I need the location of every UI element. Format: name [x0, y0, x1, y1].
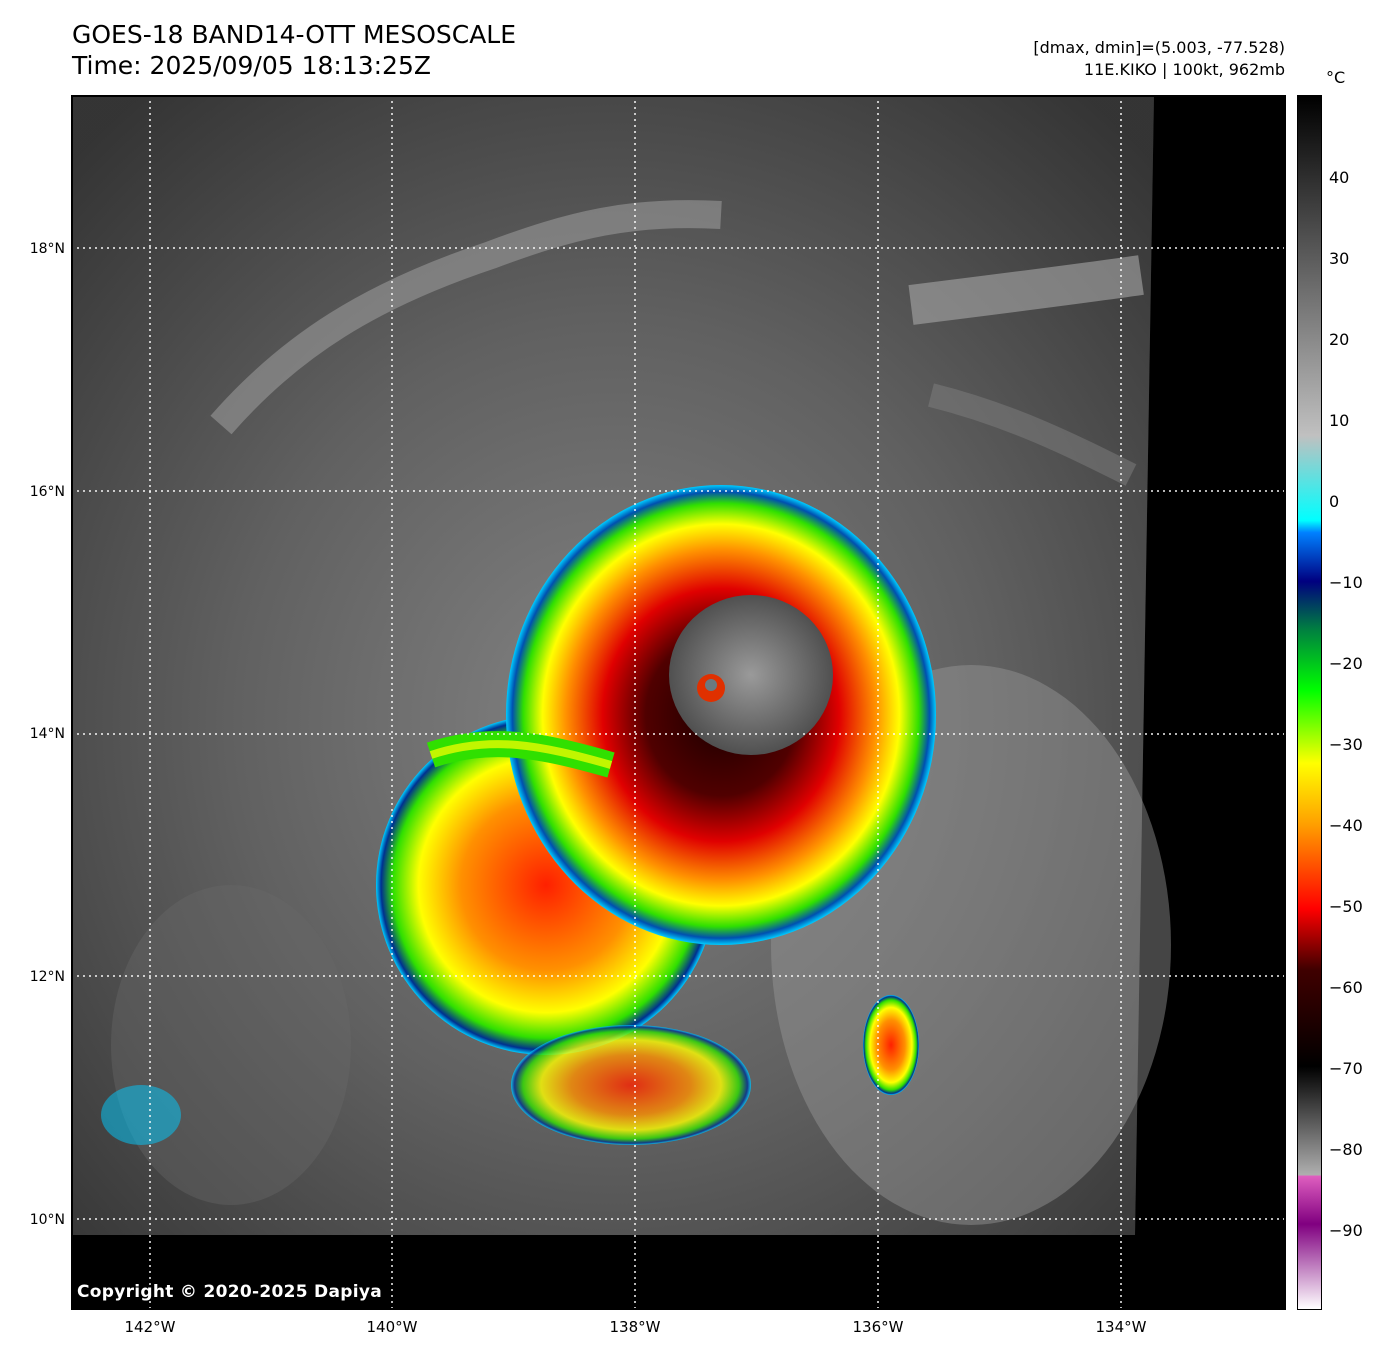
copyright-text: Copyright © 2020-2025 Dapiya [77, 1282, 382, 1302]
colorbar-tick-label: −60 [1329, 978, 1363, 997]
lon-label: 136°W [852, 1318, 904, 1336]
lat-label: 12°N [29, 969, 65, 985]
satellite-map [71, 95, 1286, 1310]
lon-label: 138°W [609, 1318, 661, 1336]
storm-info: 11E.KIKO | 100kt, 962mb [1083, 60, 1285, 79]
colorbar-tick-label: −50 [1329, 897, 1363, 916]
satellite-image [71, 95, 1286, 1310]
colorbar-tick-label: −70 [1329, 1059, 1363, 1078]
colorbar-tick-label: −10 [1329, 573, 1363, 592]
lon-label: 140°W [366, 1318, 418, 1336]
lat-label: 14°N [29, 726, 65, 742]
colorbar-unit: °C [1326, 68, 1346, 87]
colorbar-tick-label: −80 [1329, 1140, 1363, 1159]
colorbar [1297, 95, 1322, 1310]
lat-label: 10°N [29, 1212, 65, 1228]
lat-label: 16°N [29, 484, 65, 500]
colorbar-tick-label: −40 [1329, 816, 1363, 835]
figure-title: GOES-18 BAND14-OTT MESOSCALE [72, 20, 517, 49]
colorbar-tick-label: 0 [1329, 492, 1340, 511]
info-block: [dmax, dmin]=(5.003, -77.528) 11E.KIKO |… [1033, 37, 1285, 81]
colorbar-tick-label: −30 [1329, 735, 1363, 754]
colorbar-tick-label: 30 [1329, 249, 1350, 268]
colorbar-tick-label: 40 [1329, 168, 1350, 187]
dmax-dmin-readout: [dmax, dmin]=(5.003, -77.528) [1033, 38, 1285, 57]
figure-time: Time: 2025/09/05 18:13:25Z [72, 51, 431, 80]
colorbar-tick-label: 20 [1329, 330, 1350, 349]
lon-label: 142°W [124, 1318, 176, 1336]
lat-label: 18°N [29, 241, 65, 257]
colorbar-tick-label: −20 [1329, 654, 1363, 673]
lon-label: 134°W [1095, 1318, 1147, 1336]
colorbar-tick-label: −90 [1329, 1221, 1363, 1240]
colorbar-tick-label: 10 [1329, 411, 1350, 430]
